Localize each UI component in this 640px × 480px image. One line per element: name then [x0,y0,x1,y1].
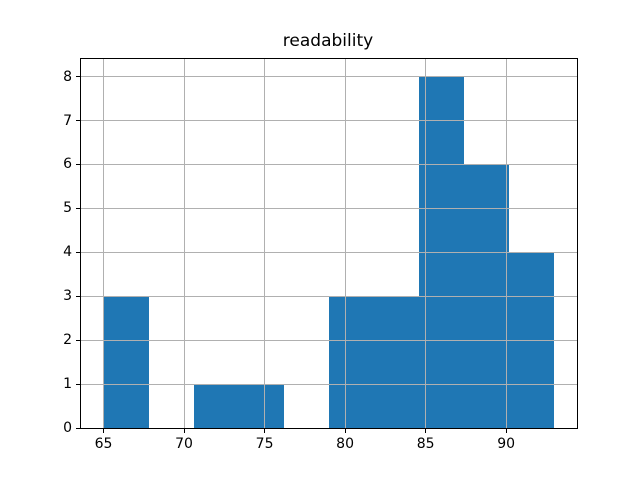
x-tick-label: 70 [175,436,193,452]
y-tick-label: 2 [63,332,72,349]
grid-line-horizontal [81,339,577,341]
x-tick-label: 75 [255,436,274,452]
histogram-bar [193,384,239,428]
y-tick-label: 6 [63,156,72,173]
y-tick-label: 8 [63,68,72,85]
y-axis-tick [76,295,80,297]
y-tick-label: 7 [63,112,72,129]
grid-line-horizontal [81,163,577,165]
grid-line-horizontal [81,295,577,297]
y-axis-tick [76,163,80,165]
grid-line-horizontal [81,383,577,385]
y-tick-label: 3 [63,288,72,305]
x-axis-tick [425,429,427,433]
x-axis-tick [183,429,185,433]
grid-line-vertical [183,59,185,428]
x-tick-label: 65 [94,436,113,452]
y-axis-tick [76,383,80,385]
y-tick-label: 5 [63,200,72,217]
y-axis-tick [76,207,80,209]
x-tick-label: 90 [497,436,516,452]
x-tick-label: 80 [336,436,355,452]
y-axis-tick [76,76,80,78]
grid-line-vertical [425,59,427,428]
plot-area: 65 70 75 80 85 90 0 1 2 3 4 5 6 7 8 [63,58,578,452]
histogram-bar [103,296,149,428]
grid-line-horizontal [81,120,577,121]
y-tick-label: 1 [63,376,72,393]
x-tick-label: 85 [416,436,435,452]
histogram-bar [374,296,420,428]
chart-title: readability [282,31,374,51]
grid-line-vertical [264,59,266,428]
histogram-bar [238,384,284,428]
x-axis-tick [264,429,266,433]
grid-line-horizontal [81,251,577,253]
y-tick-label: 4 [63,244,72,261]
histogram-bar [329,296,375,428]
x-axis-tick [344,429,346,433]
grid-line-vertical [344,59,346,428]
y-axis-tick [76,427,80,429]
y-axis-tick [76,251,80,253]
x-axis-tick [505,429,507,433]
grid-line-vertical [103,59,105,428]
y-tick-label: 0 [63,420,72,436]
grid-line-horizontal [81,207,577,209]
grid-line-horizontal [81,76,577,78]
y-axis-tick [76,339,80,341]
grid-line-vertical [505,59,507,428]
y-axis-tick [76,120,80,121]
x-axis-tick [103,429,105,433]
